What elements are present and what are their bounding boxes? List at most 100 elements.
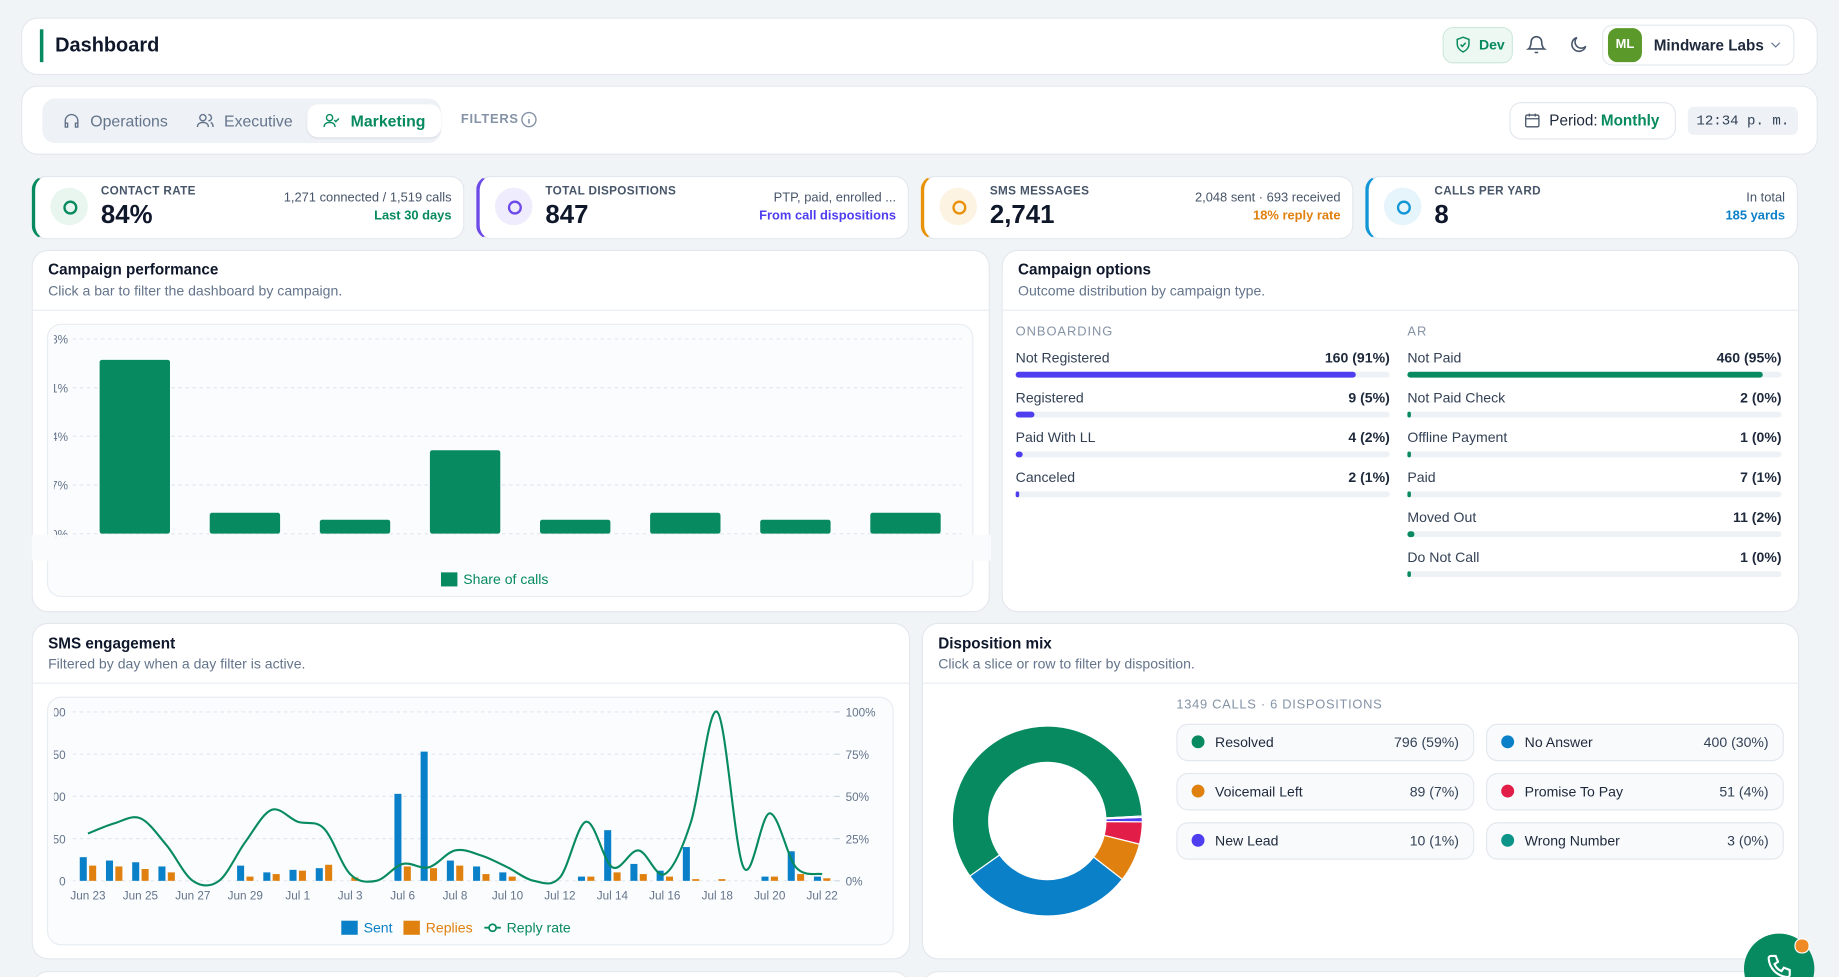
- y-tick-label: 100: [46, 791, 66, 804]
- bar[interactable]: [298, 870, 306, 881]
- bar[interactable]: [158, 866, 166, 881]
- bar[interactable]: [577, 876, 585, 881]
- x-tick-label: Jul 22: [807, 890, 838, 903]
- bar[interactable]: [263, 872, 271, 881]
- legend-row[interactable]: [1176, 772, 1475, 811]
- bar[interactable]: [99, 359, 170, 534]
- bar[interactable]: [394, 793, 402, 881]
- option-label[interactable]: Canceled: [1015, 469, 1076, 486]
- tab[interactable]: Operations: [47, 104, 183, 137]
- pie-slice[interactable]: [969, 854, 1124, 917]
- kpi-card: [920, 175, 1354, 240]
- bar[interactable]: [272, 874, 280, 881]
- bar[interactable]: [692, 879, 700, 881]
- option-bar: [1015, 371, 1357, 378]
- bar[interactable]: [132, 862, 140, 881]
- bar[interactable]: [237, 865, 245, 881]
- bar[interactable]: [770, 876, 778, 881]
- tab[interactable]: Executive: [181, 104, 308, 137]
- option-label[interactable]: Offline Payment: [1407, 429, 1508, 446]
- bar[interactable]: [89, 865, 97, 881]
- tab-active[interactable]: Marketing: [307, 104, 441, 138]
- bar[interactable]: [760, 519, 831, 534]
- kpi-card: [1365, 175, 1798, 240]
- bar[interactable]: [420, 751, 428, 881]
- bar[interactable]: [79, 857, 87, 881]
- bar[interactable]: [429, 450, 501, 534]
- bar[interactable]: [456, 865, 464, 881]
- legend-row[interactable]: [1485, 772, 1784, 811]
- y-tick-label: 150: [46, 749, 66, 762]
- bar[interactable]: [797, 874, 805, 881]
- bar[interactable]: [209, 512, 281, 534]
- bar[interactable]: [473, 866, 481, 881]
- option-label[interactable]: Do Not Call: [1407, 548, 1480, 566]
- bar[interactable]: [499, 872, 507, 881]
- option-value: 2 (1%): [1348, 469, 1390, 486]
- bar[interactable]: [823, 878, 831, 881]
- pie-slice[interactable]: [951, 725, 1143, 877]
- bar[interactable]: [430, 868, 438, 881]
- x-tick-label: Jun 27: [175, 890, 210, 903]
- option-label[interactable]: Paid: [1407, 469, 1436, 486]
- legend-label: No Answer: [1524, 734, 1593, 751]
- option-label[interactable]: Not Paid: [1407, 349, 1462, 366]
- bar[interactable]: [613, 872, 621, 881]
- kpi-value: 847: [545, 199, 589, 229]
- bar[interactable]: [105, 860, 114, 881]
- kpi-label: TOTAL DISPOSITIONS: [545, 185, 677, 199]
- bar[interactable]: [315, 868, 323, 881]
- bar[interactable]: [870, 512, 941, 534]
- bar[interactable]: [639, 874, 647, 881]
- bar[interactable]: [718, 879, 726, 881]
- bar[interactable]: [656, 870, 664, 881]
- org-avatar: ML: [1607, 28, 1642, 63]
- bar[interactable]: [446, 860, 454, 881]
- period-button[interactable]: [1509, 102, 1676, 140]
- kpi-value: 8: [1434, 199, 1449, 229]
- bar[interactable]: [665, 876, 674, 881]
- legend-dot: [1191, 784, 1205, 798]
- option-value: 1 (0%): [1740, 548, 1782, 566]
- option-bar: [1407, 491, 1412, 498]
- legend-row[interactable]: [1176, 723, 1475, 762]
- kpi-sub: 185 yards: [1725, 208, 1786, 223]
- theme-icon[interactable]: [1568, 34, 1589, 55]
- bar[interactable]: [115, 866, 123, 881]
- bar[interactable]: [604, 830, 612, 881]
- y-tick-label: 28%: [45, 334, 68, 347]
- legend-row[interactable]: [1485, 822, 1784, 860]
- pie-slice[interactable]: [1105, 815, 1143, 820]
- bar[interactable]: [246, 876, 254, 881]
- bar[interactable]: [682, 847, 690, 881]
- legend-row[interactable]: [1176, 822, 1475, 860]
- bar[interactable]: [167, 872, 175, 881]
- legend-value: 51 (4%): [1719, 783, 1769, 800]
- bar[interactable]: [540, 519, 611, 534]
- option-label[interactable]: Not Paid Check: [1407, 389, 1506, 406]
- option-label[interactable]: Moved Out: [1407, 509, 1477, 526]
- bar[interactable]: [650, 512, 721, 534]
- filters-label[interactable]: FILTERS: [460, 112, 519, 127]
- bar[interactable]: [813, 876, 821, 881]
- bar[interactable]: [761, 876, 769, 881]
- bar[interactable]: [787, 851, 795, 881]
- bar[interactable]: [319, 519, 391, 534]
- option-label[interactable]: Paid With LL: [1015, 429, 1096, 446]
- bar[interactable]: [289, 869, 297, 881]
- card-title: SMS engagement: [48, 634, 176, 653]
- bar[interactable]: [141, 869, 149, 881]
- bar[interactable]: [403, 866, 411, 881]
- legend-row[interactable]: [1485, 723, 1784, 762]
- bar[interactable]: [587, 876, 595, 881]
- option-label[interactable]: Not Registered: [1015, 349, 1110, 366]
- env-badge[interactable]: [1442, 26, 1513, 64]
- info-icon[interactable]: [520, 110, 539, 129]
- option-track: [1015, 411, 1390, 418]
- bar[interactable]: [508, 876, 516, 881]
- bar[interactable]: [325, 864, 333, 881]
- option-label[interactable]: Registered: [1015, 389, 1084, 406]
- bar[interactable]: [630, 863, 638, 881]
- bar[interactable]: [482, 874, 490, 881]
- bell-icon[interactable]: [1525, 34, 1547, 55]
